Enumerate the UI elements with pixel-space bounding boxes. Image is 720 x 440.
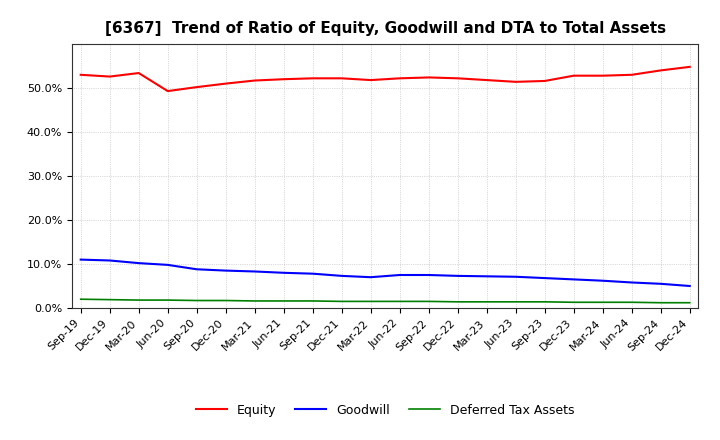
- Goodwill: [657, 281, 665, 286]
- Deferred Tax Assets: [163, 297, 172, 303]
- Goodwill: [366, 275, 375, 280]
- Goodwill: [685, 283, 694, 289]
- Equity: [366, 77, 375, 83]
- Line: Deferred Tax Assets: Deferred Tax Assets: [81, 299, 690, 303]
- Deferred Tax Assets: [221, 298, 230, 303]
- Equity: [163, 88, 172, 94]
- Deferred Tax Assets: [135, 297, 143, 303]
- Deferred Tax Assets: [570, 300, 578, 305]
- Goodwill: [511, 274, 520, 279]
- Goodwill: [627, 280, 636, 285]
- Equity: [685, 64, 694, 70]
- Equity: [541, 78, 549, 84]
- Equity: [424, 75, 433, 80]
- Equity: [221, 81, 230, 86]
- Equity: [135, 70, 143, 76]
- Equity: [251, 78, 259, 83]
- Equity: [192, 84, 201, 90]
- Deferred Tax Assets: [338, 299, 346, 304]
- Goodwill: [338, 273, 346, 279]
- Goodwill: [279, 270, 288, 275]
- Deferred Tax Assets: [482, 299, 491, 304]
- Equity: [338, 76, 346, 81]
- Equity: [395, 76, 404, 81]
- Deferred Tax Assets: [308, 298, 317, 304]
- Goodwill: [135, 260, 143, 266]
- Goodwill: [308, 271, 317, 276]
- Goodwill: [76, 257, 85, 262]
- Equity: [308, 76, 317, 81]
- Deferred Tax Assets: [76, 297, 85, 302]
- Deferred Tax Assets: [685, 300, 694, 305]
- Deferred Tax Assets: [454, 299, 462, 304]
- Deferred Tax Assets: [366, 299, 375, 304]
- Equity: [454, 76, 462, 81]
- Goodwill: [251, 269, 259, 274]
- Goodwill: [598, 278, 607, 283]
- Equity: [598, 73, 607, 78]
- Deferred Tax Assets: [424, 299, 433, 304]
- Goodwill: [395, 272, 404, 278]
- Line: Equity: Equity: [81, 67, 690, 91]
- Deferred Tax Assets: [627, 300, 636, 305]
- Deferred Tax Assets: [657, 300, 665, 305]
- Deferred Tax Assets: [395, 299, 404, 304]
- Goodwill: [192, 267, 201, 272]
- Goodwill: [105, 258, 114, 263]
- Goodwill: [424, 272, 433, 278]
- Equity: [570, 73, 578, 78]
- Equity: [511, 79, 520, 84]
- Equity: [279, 77, 288, 82]
- Deferred Tax Assets: [541, 299, 549, 304]
- Title: [6367]  Trend of Ratio of Equity, Goodwill and DTA to Total Assets: [6367] Trend of Ratio of Equity, Goodwil…: [104, 21, 666, 36]
- Goodwill: [163, 262, 172, 268]
- Deferred Tax Assets: [279, 298, 288, 304]
- Legend: Equity, Goodwill, Deferred Tax Assets: Equity, Goodwill, Deferred Tax Assets: [191, 399, 580, 422]
- Deferred Tax Assets: [511, 299, 520, 304]
- Goodwill: [570, 277, 578, 282]
- Goodwill: [482, 274, 491, 279]
- Line: Goodwill: Goodwill: [81, 260, 690, 286]
- Goodwill: [454, 273, 462, 279]
- Equity: [627, 72, 636, 77]
- Deferred Tax Assets: [105, 297, 114, 302]
- Equity: [76, 72, 85, 77]
- Equity: [482, 77, 491, 83]
- Deferred Tax Assets: [192, 298, 201, 303]
- Deferred Tax Assets: [251, 298, 259, 304]
- Goodwill: [221, 268, 230, 273]
- Equity: [105, 74, 114, 79]
- Deferred Tax Assets: [598, 300, 607, 305]
- Equity: [657, 68, 665, 73]
- Goodwill: [541, 275, 549, 281]
